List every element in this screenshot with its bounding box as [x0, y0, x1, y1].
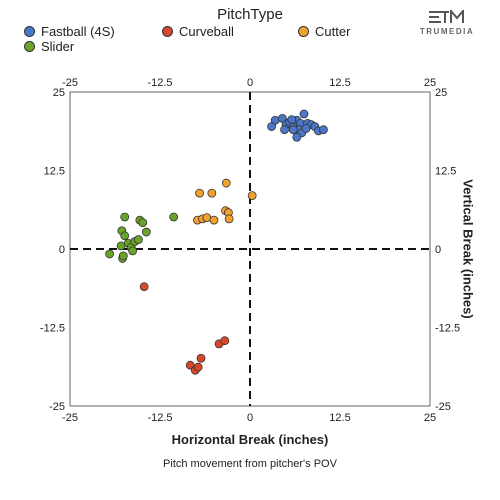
slider-point[interactable]	[169, 212, 179, 222]
curveball-point[interactable]	[196, 353, 206, 363]
legend-label-slider: Slider	[41, 39, 75, 54]
y-tick-label-left: -25	[49, 401, 65, 413]
legend-item-curveball[interactable]: Curveball	[162, 24, 234, 39]
trumedia-logo: TRUMEDIA	[412, 8, 482, 36]
fastball-4s-point[interactable]	[299, 109, 309, 119]
slider-point[interactable]	[128, 246, 138, 256]
slider-point[interactable]	[118, 251, 128, 261]
x-tick-label-top: 25	[424, 77, 436, 89]
curveball-point[interactable]	[139, 282, 149, 292]
x-tick-label-bottom: 12.5	[329, 412, 350, 424]
y-tick-label-left: 0	[59, 244, 65, 256]
y-axis-label: Vertical Break (inches)	[460, 179, 476, 319]
legend-title: PitchType	[217, 6, 283, 23]
y-tick-label-right: 25	[435, 87, 447, 99]
x-axis-label: Horizontal Break (inches)	[171, 432, 329, 447]
slider-point[interactable]	[133, 235, 143, 244]
y-tick-label-left: 12.5	[44, 166, 65, 178]
cutter-legend-dot	[298, 26, 309, 37]
fastball-4s-point[interactable]	[288, 125, 298, 135]
legend-label-curveball: Curveball	[179, 24, 234, 39]
y-tick-label-right: 12.5	[435, 166, 456, 178]
x-tick-label-bottom: -12.5	[147, 412, 172, 424]
slider-point[interactable]	[105, 249, 114, 259]
chart-caption: Pitch movement from pitcher's POV	[163, 458, 337, 470]
x-tick-label-bottom: -25	[62, 412, 78, 424]
legend-item-fastball[interactable]: Fastball (4S)	[24, 24, 115, 39]
x-tick-label-top: -25	[62, 77, 78, 89]
cutter-point[interactable]	[209, 215, 219, 225]
cutter-point[interactable]	[207, 188, 217, 198]
curveball-legend-dot	[162, 26, 173, 37]
cutter-point[interactable]	[224, 214, 234, 224]
y-tick-label-right: -25	[435, 401, 451, 413]
logo-text: TRUMEDIA	[419, 27, 475, 36]
x-tick-label-bottom: 25	[424, 412, 436, 424]
slider-point[interactable]	[116, 241, 126, 251]
fastball-4s-point[interactable]	[287, 115, 297, 125]
fastball-4s-point[interactable]	[292, 132, 302, 142]
cutter-point[interactable]	[195, 188, 205, 198]
fastball-4s-point[interactable]	[319, 125, 328, 135]
y-tick-label-left: 25	[53, 87, 65, 99]
legend-label-fastball: Fastball (4S)	[41, 24, 115, 39]
x-tick-label-top: 12.5	[329, 77, 350, 89]
y-tick-label-right: -12.5	[435, 323, 460, 335]
y-tick-label-left: -12.5	[40, 323, 65, 335]
curveball-point[interactable]	[220, 336, 230, 346]
x-tick-label-bottom: 0	[247, 412, 253, 424]
cutter-point[interactable]	[247, 191, 257, 201]
trumedia-logo-icon	[412, 8, 482, 28]
x-tick-label-top: -12.5	[147, 77, 172, 89]
cutter-point[interactable]	[221, 178, 231, 188]
slider-legend-dot	[24, 41, 35, 52]
legend-item-slider[interactable]: Slider	[24, 39, 74, 54]
slider-point[interactable]	[141, 227, 151, 237]
fastball-4s-point[interactable]	[280, 125, 289, 135]
slider-point[interactable]	[120, 212, 130, 222]
fastball-4s-point[interactable]	[267, 122, 277, 131]
slider-point[interactable]	[138, 218, 148, 228]
legend-label-cutter: Cutter	[315, 24, 351, 39]
slider-point[interactable]	[120, 231, 130, 241]
fastball-legend-dot	[24, 26, 35, 37]
legend-item-cutter[interactable]: Cutter	[298, 24, 350, 39]
x-tick-label-top: 0	[247, 77, 253, 89]
fastball-4s-point[interactable]	[301, 124, 311, 133]
curveball-point[interactable]	[193, 362, 203, 372]
cutter-point[interactable]	[202, 213, 212, 223]
y-tick-label-right: 0	[435, 244, 441, 256]
